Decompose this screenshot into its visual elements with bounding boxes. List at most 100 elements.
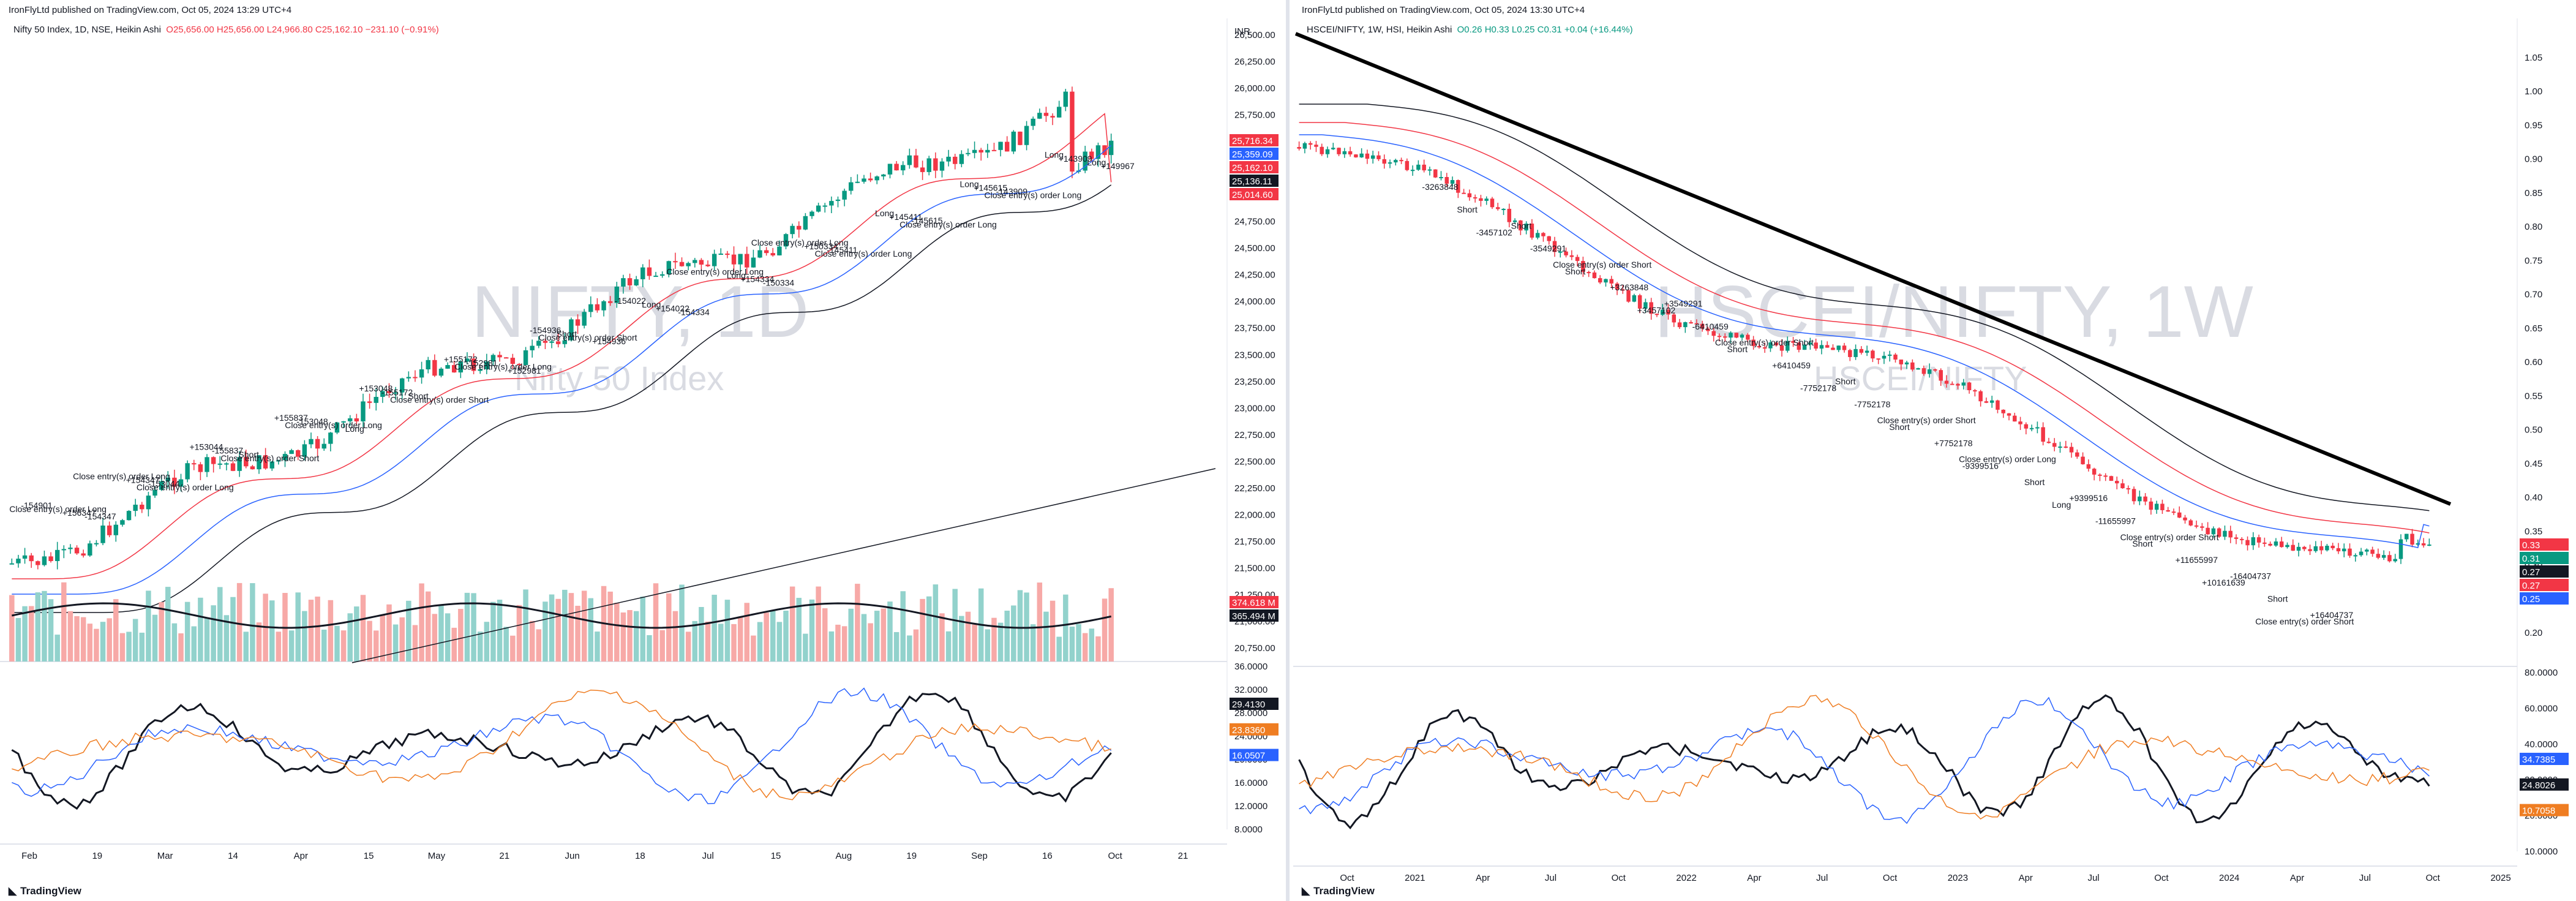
candle-body <box>2052 443 2057 447</box>
oscillator-axis-label: 40.0000 <box>2525 739 2558 750</box>
candle-body <box>1031 118 1035 126</box>
trade-annotation: Long <box>2052 500 2071 510</box>
candle-body <box>198 464 203 472</box>
candle-body <box>1973 390 1977 392</box>
candle-body <box>1501 208 1506 210</box>
oscillator-axis-label: 32.0000 <box>1234 685 1267 695</box>
candle-body <box>1089 151 1094 159</box>
legend-title[interactable]: HSCEI/NIFTY, 1W, HSI, Heikin Ashi <box>1307 25 1452 35</box>
volume-bar <box>204 617 210 662</box>
nifty-chart-panel[interactable]: IronFlyLtd published on TradingView.com,… <box>0 0 1290 901</box>
volume-bar <box>451 627 457 662</box>
trade-annotation: Short <box>1889 422 1910 432</box>
candle-body <box>640 267 645 279</box>
time-axis-label: 15 <box>364 851 374 861</box>
candle-body <box>2416 543 2420 545</box>
volume-bar <box>751 635 756 662</box>
oscillator-line <box>11 693 1112 810</box>
volume-bar <box>861 614 867 662</box>
candle-body <box>152 489 157 496</box>
time-axis-label: Mar <box>157 851 173 861</box>
volume-bar <box>412 625 418 662</box>
volume-bar <box>659 630 665 662</box>
trade-annotation: -11655997 <box>2095 516 2136 526</box>
volume-bar <box>809 599 815 662</box>
candle-body <box>1916 368 1920 370</box>
price-axis-label: 0.35 <box>2525 526 2542 537</box>
price-tag: 25,014.60 <box>1232 190 1273 200</box>
hscei-nifty-chart-panel[interactable]: IronFlyLtd published on TradingView.com,… <box>1293 0 2576 901</box>
candle-body <box>205 457 209 472</box>
volume-bar <box>276 631 282 662</box>
price-tag-bg <box>2520 592 2569 605</box>
volume-bar <box>516 605 522 662</box>
candle-body <box>1791 341 1795 343</box>
trade-annotation: +3263848 <box>1610 282 1648 292</box>
candle-body <box>217 463 222 465</box>
volume-bar <box>595 631 600 662</box>
volume-bar <box>991 617 997 662</box>
candle-body <box>562 340 568 344</box>
candle-body <box>9 563 15 565</box>
volume-bar <box>803 633 808 662</box>
candle-body <box>1757 345 1762 348</box>
candle-body <box>991 149 997 151</box>
candle-body <box>2370 549 2375 554</box>
candle-body <box>835 199 841 202</box>
candle-body <box>1342 151 1347 154</box>
volume-bar <box>737 616 743 662</box>
candle-body <box>1814 342 1818 349</box>
price-tag: 25,136.11 <box>1232 176 1272 187</box>
price-chart[interactable]: 1.05 1.00 0.95 0.90 0.85 0.80 0.75 0.70 0.65 0.60… <box>1293 0 2576 901</box>
price-tag: 0.33 <box>2522 540 2540 551</box>
currency-label: INR <box>1234 26 1250 37</box>
candle-body <box>1575 257 1580 262</box>
price-axis-label: 22,750.00 <box>1234 430 1275 440</box>
candle-body <box>868 178 873 181</box>
candle-body <box>2063 447 2068 448</box>
volume-bar <box>61 582 67 662</box>
candle-body <box>901 165 906 171</box>
candle-body <box>1842 345 1847 350</box>
volume-bar <box>250 583 255 662</box>
legend-title[interactable]: Nifty 50 Index, 1D, NSE, Heikin Ashi <box>13 25 161 35</box>
candle-body <box>1836 345 1841 350</box>
volume-bar <box>380 615 386 662</box>
trade-annotation: -6410459 <box>1692 322 1729 331</box>
volume-bar <box>939 613 945 662</box>
candle-body <box>1592 272 1597 279</box>
oscillator-axis-label: 80.0000 <box>2525 668 2558 678</box>
price-tag-bg <box>1230 188 1279 200</box>
candle-body <box>1700 323 1705 329</box>
price-chart[interactable]: 26,500.0026,250.0026,000.0025,750.0025,5… <box>0 0 1286 901</box>
candle-body <box>1552 241 1557 252</box>
trade-annotation: Close entry(s) order Short <box>2120 532 2219 542</box>
candle-body <box>1405 160 1410 170</box>
candle-body <box>282 454 288 461</box>
time-axis-label: Aug <box>836 851 852 861</box>
trade-annotation: Long <box>1087 157 1106 167</box>
volume-bar <box>503 627 509 662</box>
candle-body <box>2291 545 2296 551</box>
candle-body <box>88 543 92 556</box>
candle-body <box>2410 533 2414 545</box>
envelope-line <box>12 113 1112 579</box>
trade-annotation: Close entry(s) order Short <box>220 453 319 463</box>
price-tag: 0.31 <box>2522 554 2540 564</box>
candle-body <box>972 149 977 153</box>
candle-body <box>2138 496 2142 502</box>
time-axis-label: Apr <box>1476 873 1490 883</box>
candle-body <box>1632 295 1637 302</box>
time-axis-label: Apr <box>2019 873 2033 883</box>
time-axis-label: 21 <box>499 851 509 861</box>
trade-annotation: +143909 <box>1059 154 1092 164</box>
candle-body <box>2398 539 2403 559</box>
volume-bar <box>152 614 158 662</box>
candle-body <box>140 504 145 510</box>
candle-body <box>757 250 762 258</box>
candle-body <box>302 444 307 457</box>
volume-bar <box>640 596 646 662</box>
trade-annotation: Long <box>727 271 746 281</box>
candle-body <box>426 360 430 369</box>
price-axis-label: 23,750.00 <box>1234 323 1275 334</box>
